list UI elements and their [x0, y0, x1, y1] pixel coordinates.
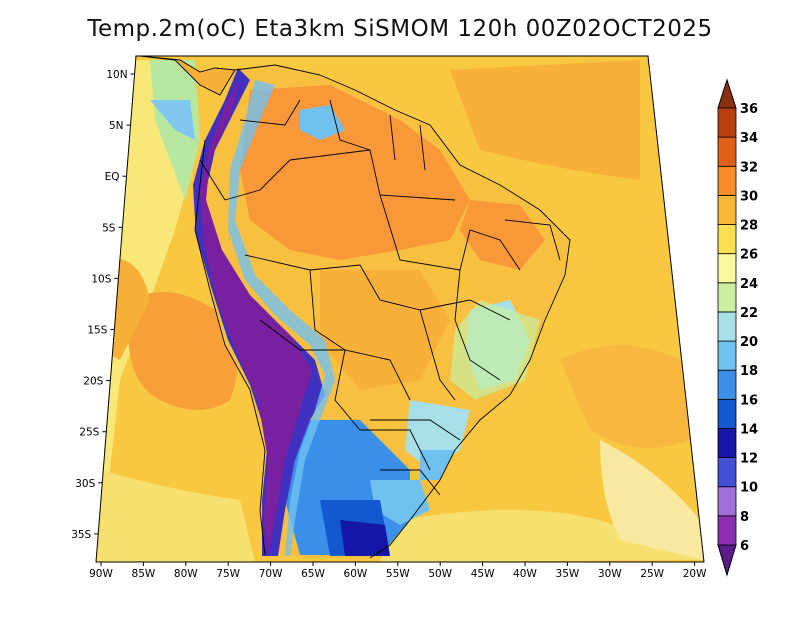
- colorbar-label: 6: [740, 539, 749, 554]
- atlantic-south-pale: [600, 440, 704, 560]
- colorbar-segment: [717, 224, 737, 255]
- south-brazil-blue: [420, 450, 455, 480]
- colorbar: 6 8 10 12 14 16 18 20 22 24 26 28 30 32 34 36: [717, 78, 758, 577]
- pacific-south-cool: [96, 470, 255, 562]
- lat-tick-label: 25S: [79, 427, 99, 439]
- northeast-hot-region: [460, 200, 545, 270]
- colorbar-segment: [717, 457, 737, 488]
- colorbar-segment: [717, 282, 737, 313]
- longitude-axis: 90W 85W 80W 75W 70W 65W 60W 55W 50W 45W 40W 35W 30W 2…: [89, 562, 707, 580]
- lon-tick-label: 25W: [640, 568, 664, 580]
- colorbar-max-arrow: [717, 78, 737, 109]
- pacific-warm-pool: [128, 292, 238, 410]
- lon-tick-label: 40W: [513, 568, 537, 580]
- south-atlantic-cool: [380, 510, 704, 562]
- lon-tick-label: 60W: [344, 568, 368, 580]
- lat-tick-label: EQ: [105, 171, 120, 183]
- pampas-darkest: [340, 520, 390, 556]
- lon-tick-label: 85W: [132, 568, 156, 580]
- colorbar-segment: [717, 398, 737, 429]
- lon-tick-label: 70W: [259, 568, 283, 580]
- colorbar-segment: [717, 253, 737, 284]
- lat-tick-label: 20S: [83, 376, 103, 388]
- lat-tick-label: 15S: [87, 325, 107, 337]
- lon-tick-label: 55W: [386, 568, 410, 580]
- lat-tick-label: 5S: [102, 222, 116, 234]
- colorbar-label: 30: [740, 189, 758, 204]
- map-title: Temp.2m(oC) Eta3km SiSMOM 120h 00Z02OCT2…: [87, 16, 713, 42]
- colorbar-label: 8: [740, 510, 749, 525]
- colorbar-segment: [717, 369, 737, 400]
- central-warm-region: [320, 270, 450, 390]
- colorbar-label: 20: [740, 335, 758, 350]
- lon-tick-label: 50W: [428, 568, 452, 580]
- colorbar-segment: [717, 340, 737, 371]
- lat-tick-label: 10S: [91, 273, 111, 285]
- colorbar-segment: [717, 515, 737, 546]
- lon-tick-label: 65W: [301, 568, 325, 580]
- lon-tick-label: 30W: [598, 568, 622, 580]
- colorbar-segment: [717, 165, 737, 196]
- central-america-land: [139, 56, 236, 96]
- latitude-axis: 10N 5N EQ 5S 10S 15S 20S 25S 30S 35S: [71, 69, 135, 541]
- lat-tick-label: 10N: [106, 69, 127, 81]
- lat-tick-label: 5N: [109, 120, 124, 132]
- lon-tick-label: 35W: [556, 568, 580, 580]
- colorbar-segment: [717, 194, 737, 225]
- andes-high-peaks: [200, 80, 312, 556]
- colorbar-label: 24: [740, 277, 758, 292]
- pacific-coastal-blue: [150, 100, 195, 140]
- lon-tick-label: 45W: [471, 568, 495, 580]
- atlantic-north-warm: [450, 60, 640, 180]
- lat-tick-label: 35S: [71, 529, 91, 541]
- colorbar-label: 10: [740, 481, 758, 496]
- lat-tick-label: 30S: [75, 478, 95, 490]
- colorbar-label: 22: [740, 306, 758, 321]
- map-area: [95, 55, 705, 563]
- colorbar-label: 14: [740, 422, 758, 437]
- colorbar-segment: [717, 136, 737, 167]
- colorbar-label: 36: [740, 102, 758, 117]
- colorbar-min-arrow: [717, 544, 737, 577]
- colorbar-label: 12: [740, 452, 758, 467]
- colorbar-segment: [717, 311, 737, 342]
- colorbar-segment: [717, 107, 737, 138]
- lon-tick-label: 90W: [89, 568, 113, 580]
- colorbar-label: 26: [740, 248, 758, 263]
- colorbar-label: 28: [740, 219, 758, 234]
- map-frame: [95, 55, 705, 563]
- colorbar-label: 34: [740, 131, 758, 146]
- andes-fringe-cyan: [228, 80, 335, 556]
- colorbar-label: 18: [740, 364, 758, 379]
- colorbar-label: 32: [740, 160, 758, 175]
- lon-tick-label: 75W: [216, 568, 240, 580]
- colorbar-segment: [717, 428, 737, 459]
- colorbar-label: 16: [740, 393, 758, 408]
- colorbar-segment: [717, 486, 737, 517]
- lon-tick-label: 80W: [174, 568, 198, 580]
- country-borders: [194, 64, 571, 559]
- brazil-highlands-green: [450, 300, 540, 400]
- amazon-hot-region: [240, 85, 470, 260]
- atlantic-warm-east: [560, 345, 690, 448]
- lon-tick-label: 20W: [683, 568, 707, 580]
